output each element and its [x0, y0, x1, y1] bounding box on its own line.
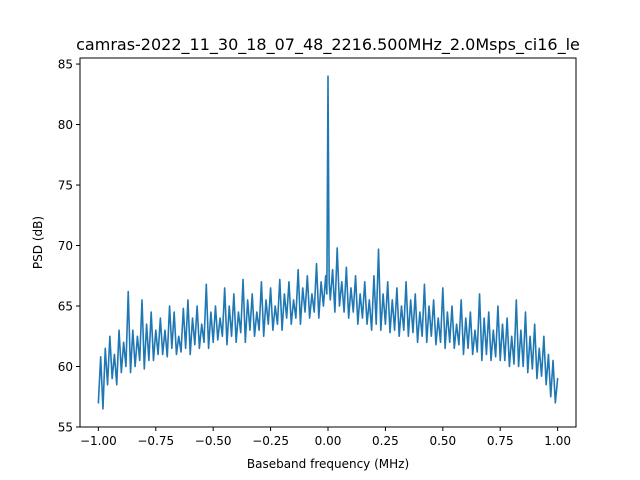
y-tick-label: 55 — [58, 421, 73, 435]
x-tick-label: −0.50 — [195, 434, 232, 448]
y-tick-label: 60 — [58, 360, 73, 374]
x-tick-label: 0.75 — [487, 434, 514, 448]
x-tick-label: −0.25 — [252, 434, 289, 448]
psd-series-line — [97, 75, 559, 410]
y-axis-label: PSD (dB) — [31, 216, 45, 269]
x-tick-label: 0.25 — [372, 434, 399, 448]
x-tick-label: −0.75 — [137, 434, 174, 448]
y-tick-label: 85 — [58, 58, 73, 72]
chart-title: camras-2022_11_30_18_07_48_2216.500MHz_2… — [76, 35, 580, 55]
x-axis-label: Baseband frequency (MHz) — [247, 457, 409, 471]
x-tick-label: −1.00 — [80, 434, 117, 448]
y-tick-label: 65 — [58, 300, 73, 314]
y-tick-label: 70 — [58, 239, 73, 253]
y-tick-label: 75 — [58, 179, 73, 193]
x-tick-label: 0.00 — [315, 434, 342, 448]
x-tick-label: 0.50 — [429, 434, 456, 448]
y-tick-label: 80 — [58, 118, 73, 132]
plot-frame — [79, 57, 577, 428]
x-tick-label: 1.00 — [544, 434, 571, 448]
